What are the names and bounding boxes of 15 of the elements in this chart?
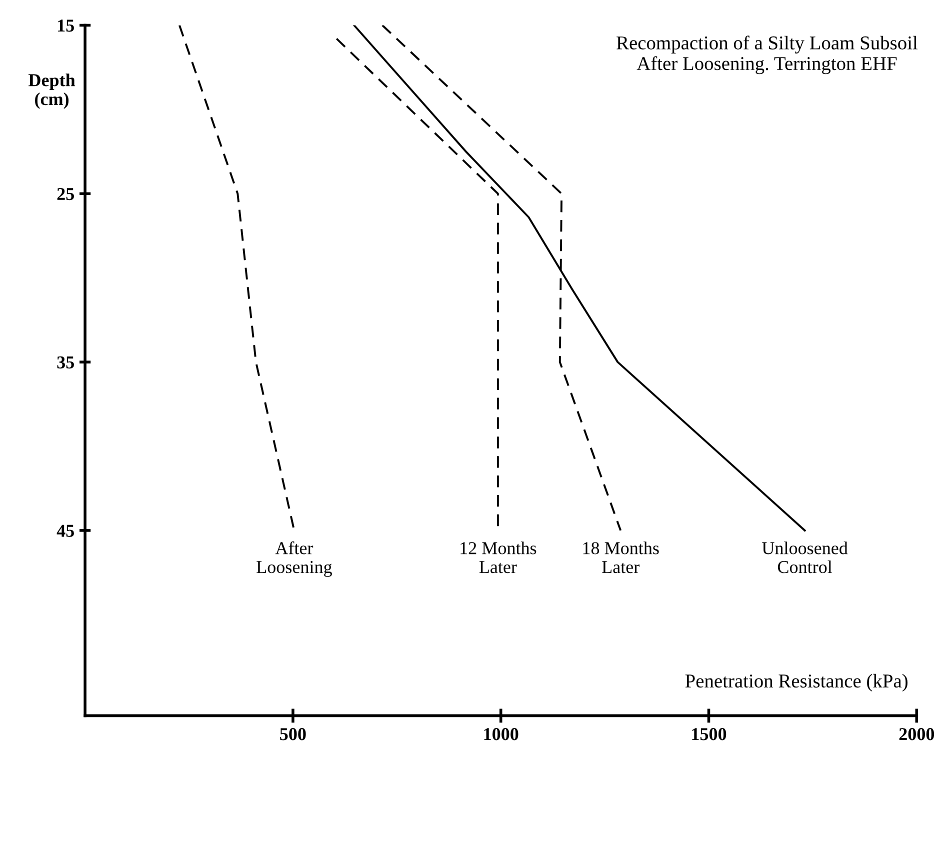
y-tick-label: 25 bbox=[57, 188, 74, 200]
y-axis-title: Depth (cm) bbox=[28, 74, 76, 109]
x-tick-label: 1000 bbox=[484, 728, 518, 740]
y-tick-label: 15 bbox=[58, 20, 74, 32]
series-label: After Loosening bbox=[256, 541, 332, 577]
series-label: 18 Months Later bbox=[583, 542, 659, 574]
series-label: 12 Months Later bbox=[460, 542, 536, 574]
x-tick-label: 500 bbox=[280, 728, 306, 740]
series-label: Unloosened Control bbox=[762, 542, 848, 574]
x-axis-title: Penetration Resistance (kPa) bbox=[685, 674, 908, 692]
y-tick-label: 45 bbox=[56, 524, 74, 537]
text: Recompaction of a Silty Loam Subsoil After Loosening. Terrington EHF bbox=[616, 36, 918, 74]
x-tick-label: 2000 bbox=[899, 728, 934, 740]
x-tick-label: 1500 bbox=[692, 728, 726, 740]
y-tick-label: 35 bbox=[57, 356, 74, 368]
